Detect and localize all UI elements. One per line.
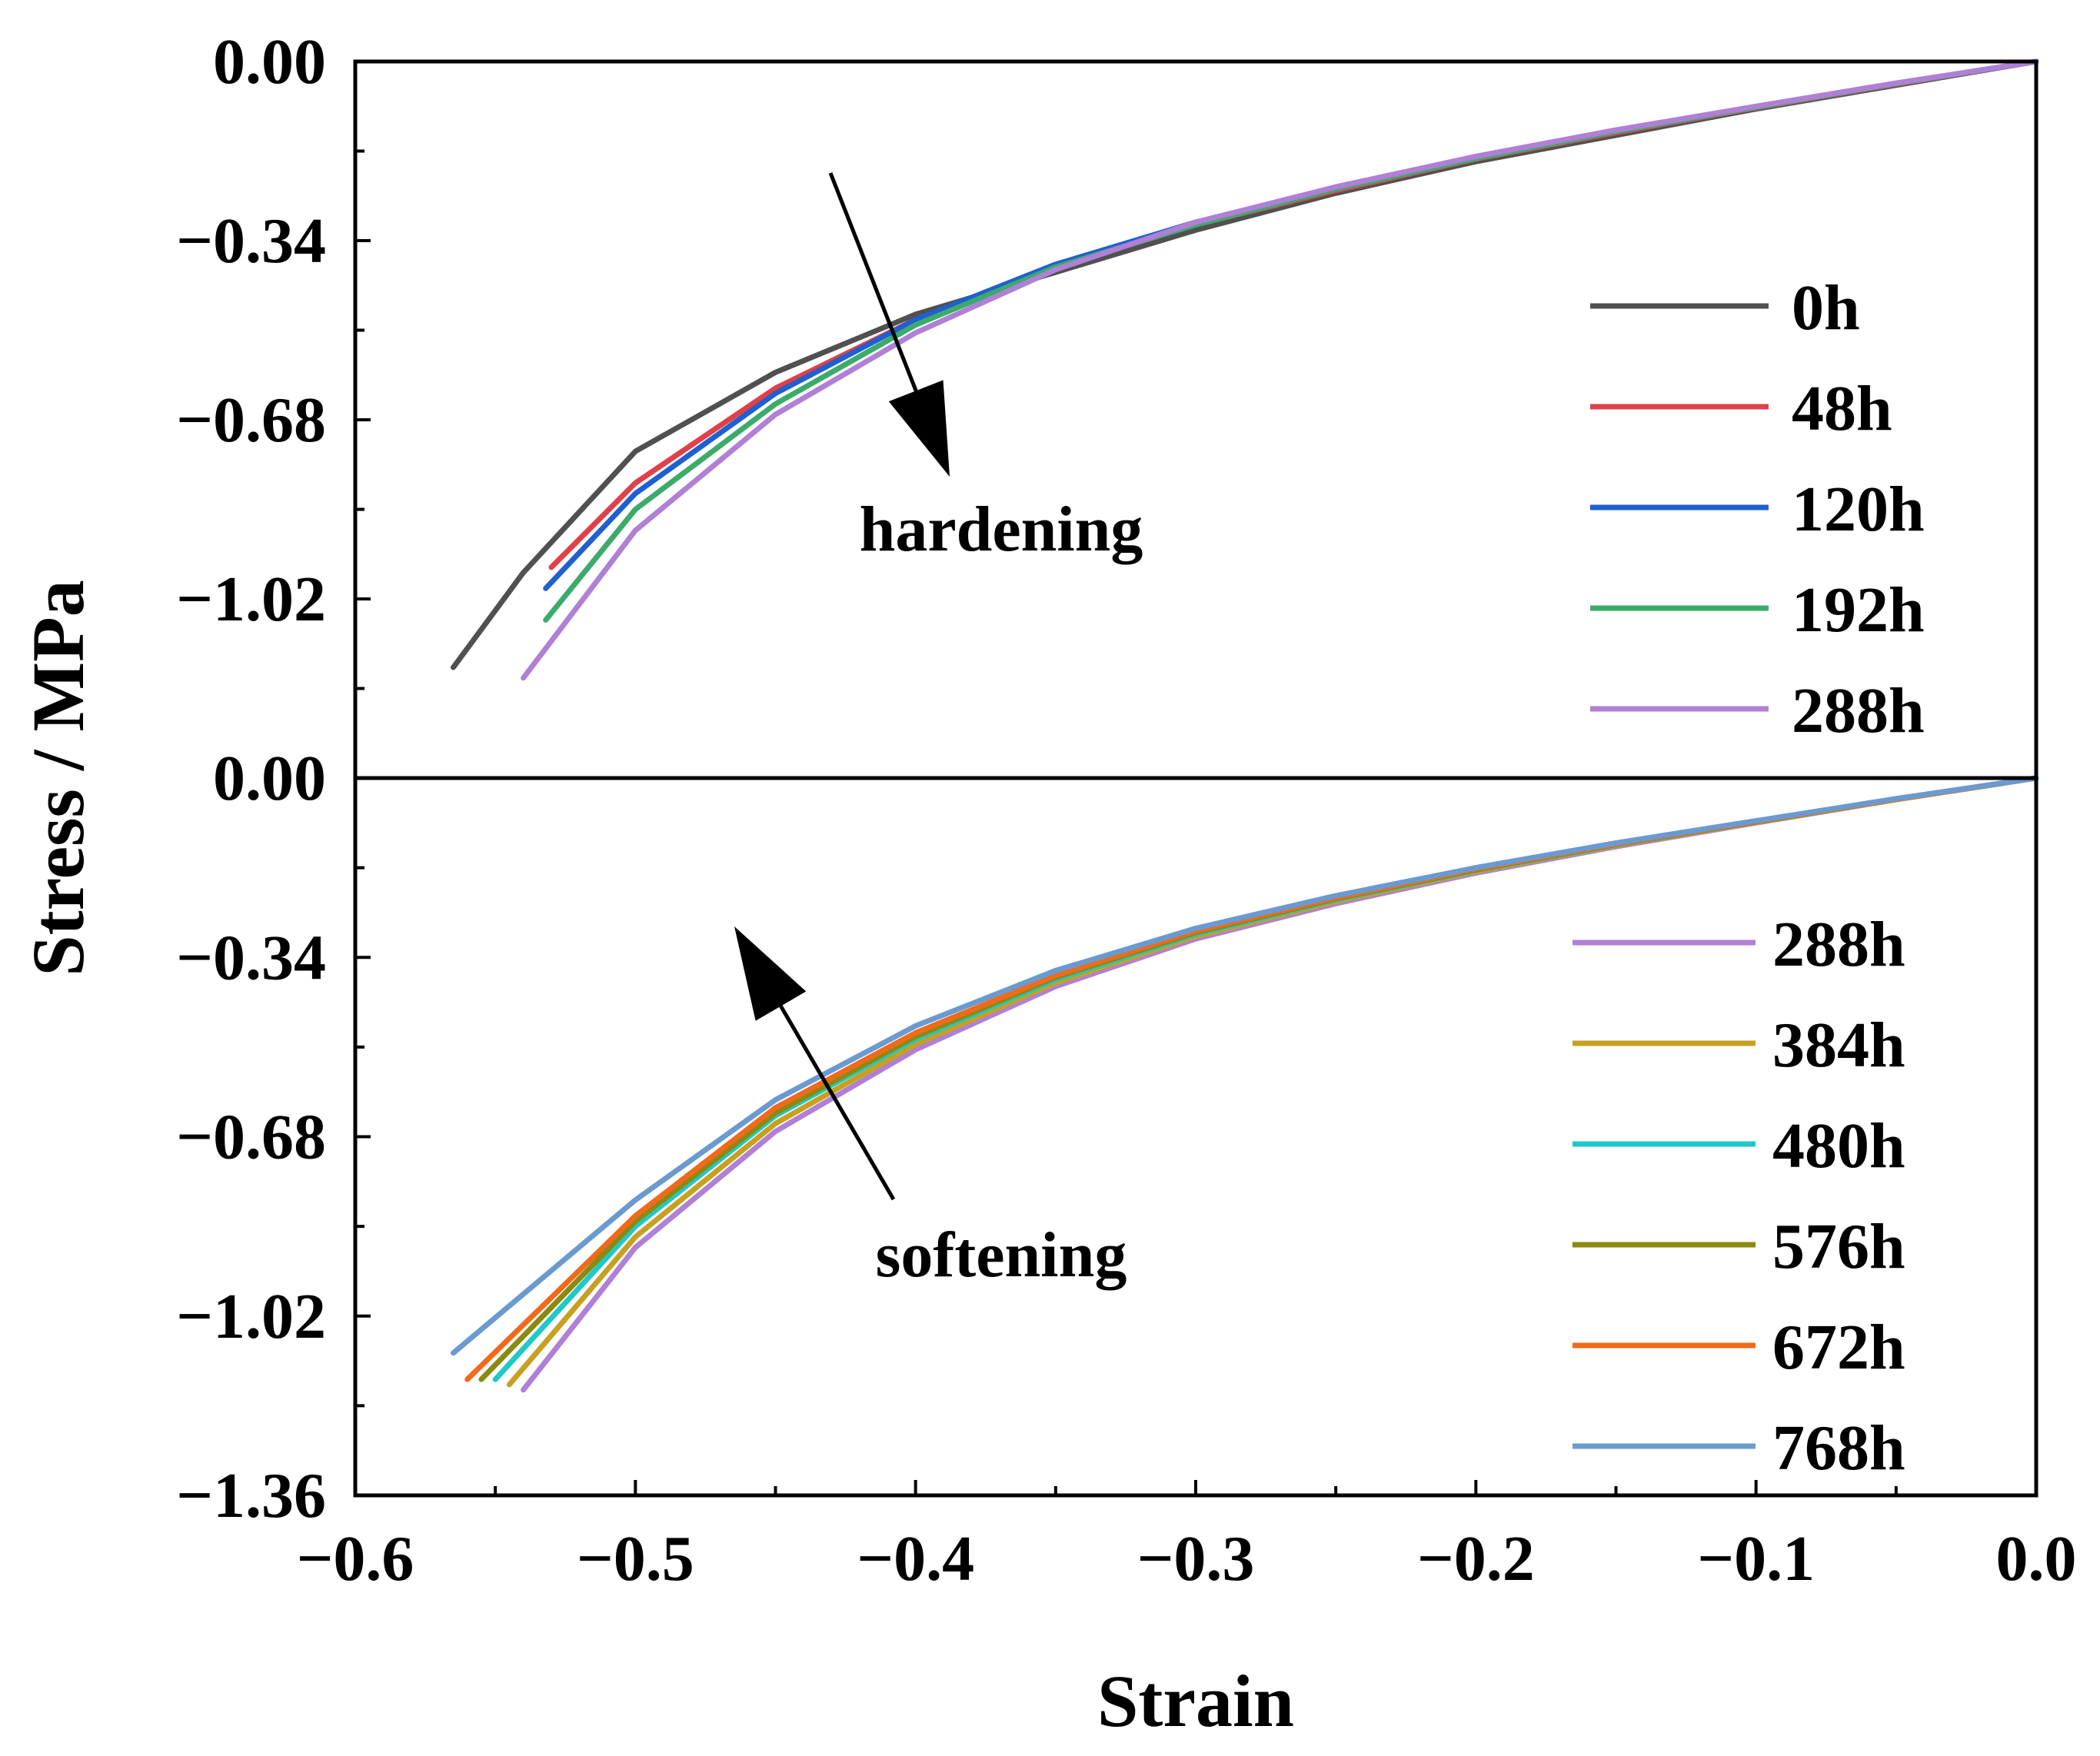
softening-arrow-head [734, 926, 807, 1021]
y-tick-label: −0.68 [176, 1102, 326, 1173]
legend-label-768h: 768h [1772, 1412, 1905, 1484]
legend-label-672h: 672h [1772, 1312, 1905, 1383]
x-tick-label: 0.0 [1996, 1523, 2077, 1595]
x-tick-label: −0.3 [1137, 1523, 1255, 1595]
hardening-arrow-head [888, 380, 950, 477]
legend-label-576h: 576h [1772, 1211, 1905, 1282]
y-tick-label: −0.68 [176, 384, 326, 456]
hardening-annotation: hardening [860, 494, 1143, 565]
legend-label-48h: 48h [1792, 373, 1892, 444]
series-line-288h [521, 775, 2039, 1393]
legend-label-0h: 0h [1792, 272, 1860, 344]
legend-label-384h: 384h [1772, 1009, 1905, 1081]
y-axis-title: Stress / MPa [17, 580, 99, 976]
y-tick-label: −1.02 [176, 564, 326, 635]
series-line-768h [451, 775, 2039, 1356]
legend-label-120h: 120h [1792, 474, 1925, 545]
x-axis-title: Strain [1097, 1660, 1294, 1742]
legend-label-288h: 288h [1792, 675, 1925, 747]
y-tick-label: −0.34 [176, 205, 326, 277]
legend-label-192h: 192h [1792, 574, 1925, 646]
y-tick-label: 0.00 [213, 26, 326, 98]
x-tick-label: −0.1 [1697, 1523, 1815, 1595]
legend-label-480h: 480h [1772, 1110, 1905, 1182]
x-tick-label: −0.4 [857, 1523, 974, 1595]
plot-layer: 0.00 −0.34 −0.68 −1.02 0h 48h 120h 192h 288h hard… [17, 26, 2077, 1742]
softening-annotation: softening [876, 1219, 1127, 1291]
y-tick-label: −1.02 [176, 1281, 326, 1352]
softening-arrow-shaft [779, 1005, 896, 1201]
series-line-288h [521, 58, 2039, 681]
hardening-arrow-shaft [828, 172, 918, 392]
y-tick-label: 0.00 [213, 743, 326, 814]
y-tick-label: −0.34 [176, 922, 326, 993]
x-tick-label: −0.2 [1417, 1523, 1535, 1595]
y-tick-label: −1.36 [176, 1460, 326, 1532]
x-tick-label: −0.5 [577, 1523, 694, 1595]
x-tick-label: −0.6 [297, 1523, 414, 1595]
legend-label-288h: 288h [1772, 909, 1905, 980]
series-line-384h [506, 775, 2039, 1388]
